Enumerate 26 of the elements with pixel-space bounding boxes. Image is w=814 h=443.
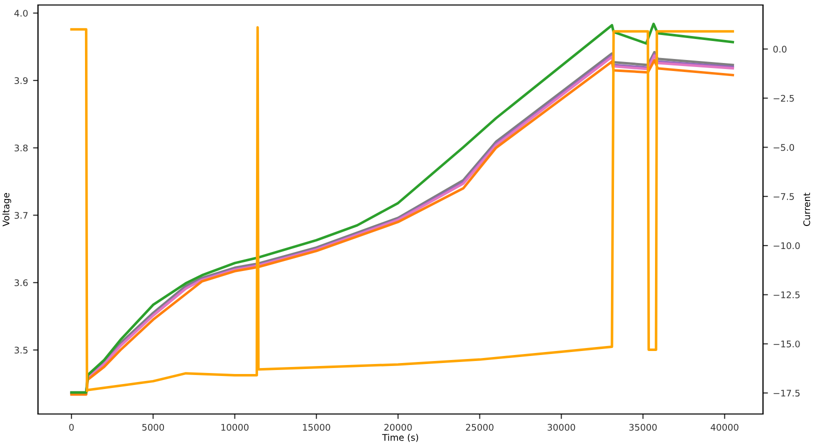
y-tick-label: 3.8 xyxy=(14,144,28,152)
y2-axis-title: Current xyxy=(803,192,810,226)
y2-tick-label: −17.5 xyxy=(774,390,800,397)
x-tick-label: 30000 xyxy=(548,424,576,431)
x-tick-label: 20000 xyxy=(384,424,412,431)
y2-tick-label: −2.5 xyxy=(774,94,794,102)
y2-tick-label: −12.5 xyxy=(774,291,800,298)
x-tick-label: 5000 xyxy=(142,424,164,431)
y-axis-title: Voltage xyxy=(2,193,12,226)
x-tick-label: 10000 xyxy=(221,424,249,431)
x-axis-title: Time (s) xyxy=(382,434,418,442)
x-tick-label: 35000 xyxy=(629,424,657,431)
y2-tick-label: −5.0 xyxy=(774,144,794,151)
y-tick-label: 3.6 xyxy=(14,279,28,286)
y2-tick-label: −7.5 xyxy=(774,193,794,200)
y2-tick-label: 0.0 xyxy=(773,46,786,53)
y-tick-label: 3.9 xyxy=(14,77,28,84)
y2-tick-label: −10.0 xyxy=(774,242,800,250)
x-tick-label: 15000 xyxy=(303,424,330,431)
y2-tick-label: −15.0 xyxy=(774,340,800,348)
y-tick-label: 3.7 xyxy=(14,212,28,219)
x-tick-label: 0 xyxy=(69,424,74,431)
y-tick-label: 3.5 xyxy=(14,346,28,354)
x-tick-label: 40000 xyxy=(710,424,738,431)
y-tick-label: 4.0 xyxy=(14,10,28,17)
x-tick-label: 25000 xyxy=(466,424,494,431)
